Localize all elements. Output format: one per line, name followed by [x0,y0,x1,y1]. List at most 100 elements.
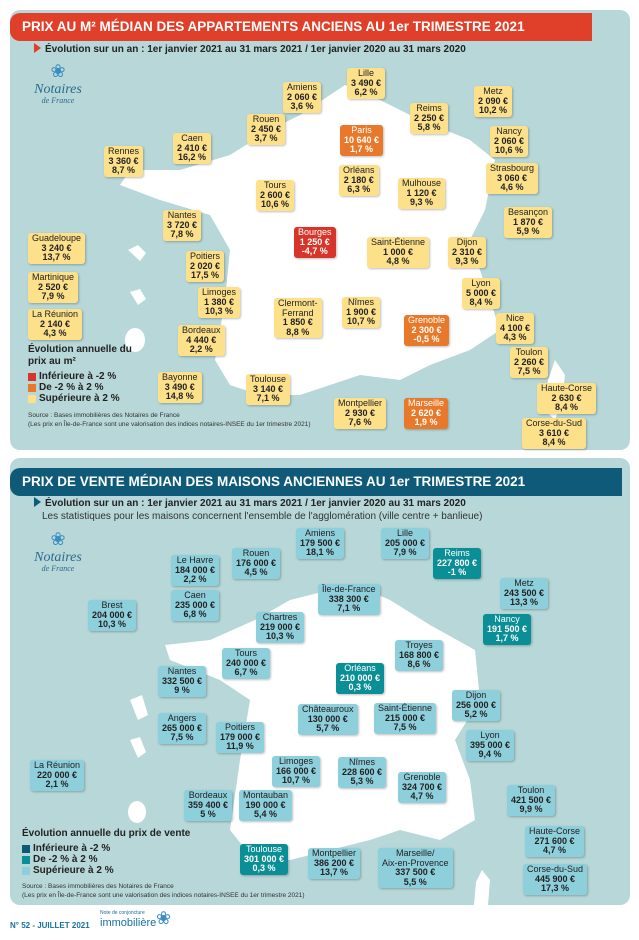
city-price: 2 250 € [414,112,445,123]
city-name: Besançon [508,207,549,217]
city-name: Dijon [456,237,478,247]
city-price: 395 000 € [470,739,511,750]
city-name: Limoges [279,756,314,766]
city-name: Poitiers [190,251,221,261]
city-price: 179 500 € [300,537,341,548]
apartments-title: PRIX AU M² MÉDIAN DES APPARTEMENTS ANCIE… [10,13,592,41]
city-callout: Montauban 190 000 €5,4 % [239,790,293,821]
city-callout: Lille 205 000 €7,9 % [381,528,430,559]
city-callout: Angers 265 000 €7,5 % [158,713,207,744]
city-name: Lyon [480,730,500,740]
city-name: Nice [506,313,525,323]
legend-item-low: Inférieure à -2 % [22,843,190,854]
city-callout: Poitiers 179 000 €11,9 % [216,722,265,753]
city-price: 5 000 € [466,287,497,298]
city-name: Toulouse [250,374,287,384]
city-name: Nancy [496,126,522,136]
source-text: Source : Bases immobilières des Notaires… [28,412,180,419]
city-name: Lille [358,68,375,78]
city-name: Saint-Étienne [378,703,433,713]
city-name: Clermont- Ferrand [278,298,318,318]
city-name: Toulouse [246,844,283,854]
city-change: 5,4 % [254,809,278,819]
legend-label: Inférieure à -2 % [33,843,111,854]
city-callout: Montpellier 2 930 €7,6 % [334,398,387,429]
legend-item-mid: De -2 % à 2 % [22,854,190,865]
city-name: Strasbourg [490,163,535,173]
city-price: 2 630 € [551,392,582,403]
city-callout: Clermont- Ferrand 1 850 €8,8 % [274,298,322,338]
logo-brand: Notaires [34,81,82,97]
city-callout: Poitiers 2 020 €17,5 % [186,251,225,282]
city-callout: Nancy 191 500 €1,7 % [483,614,532,645]
city-name: Bordeaux [182,325,221,335]
notaires-logo-icon: ❀ [50,61,66,81]
city-change: 17,5 % [191,270,220,280]
city-name: Paris [351,125,372,135]
city-price: 184 000 € [175,564,216,575]
city-name: Tours [264,180,287,190]
note-text: (Les prix en Île-de-France sont une valo… [28,421,311,428]
city-name: Montauban [243,790,289,800]
city-change: 18,1 % [306,547,335,557]
city-callout: Lille 3 490 €6,2 % [347,68,386,99]
legend-item-low: Inférieure à -2 % [28,371,138,382]
legend-label: Supérieure à 2 % [33,865,114,876]
city-callout: Tours 2 600 €10,6 % [256,180,295,211]
city-price: 2 300 € [411,324,442,335]
city-callout: Rennes 3 360 €8,7 % [104,146,144,177]
city-callout: Marseille/ Aix-en-Provence 337 500 €5,5 % [378,848,453,888]
city-callout: Corse-du-Sud 3 610 €8,4 % [522,418,587,449]
city-price: 324 700 € [402,781,443,792]
city-name: La Réunion [34,760,81,770]
city-name: Bayonne [162,372,198,382]
city-callout: Nantes 332 500 €9 % [158,666,207,697]
city-price: 4 440 € [186,334,217,345]
city-change: 5,8 % [417,122,441,132]
city-price: 210 000 € [340,672,381,683]
city-name: Grenoble [408,315,446,325]
city-callout: Corse-du-Sud 445 900 €17,3 % [523,864,588,895]
city-change: 17,3 % [541,883,570,893]
city-name: Nantes [167,666,197,676]
city-callout: Rouen 176 000 €4,5 % [232,548,281,579]
city-price: 2 520 € [38,281,69,292]
city-callout: Montpellier 386 200 €13,7 % [308,848,361,879]
city-name: Bourges [298,227,332,237]
city-change: 10,2 % [479,105,508,115]
city-price: 168 800 € [399,649,440,660]
city-change: 5 % [200,809,216,819]
city-price: 2 450 € [251,123,282,134]
city-name: Grenoble [403,772,441,782]
city-change: 10,7 % [347,316,376,326]
city-price: 386 200 € [313,857,355,868]
city-callout: Grenoble 2 300 € -0,5 % [404,315,450,346]
city-callout: Lyon 5 000 €8,4 % [462,278,501,309]
city-callout: Grenoble 324 700 €4,7 % [398,772,447,803]
city-callout: La Réunion 220 000 €2,1 % [30,760,85,791]
city-price: 1 870 € [513,216,544,227]
arrow-icon [34,497,41,507]
city-change: 9,3 % [410,197,434,207]
legend-title: Évolution annuelle du prix au m² [28,344,132,367]
swatch [28,394,36,403]
city-callout: Nancy 2 060 €10,6 % [490,126,529,157]
city-price: 3 720 € [167,219,198,230]
city-callout: Reims 2 250 €5,8 % [410,103,449,134]
city-price: 2 600 € [260,189,291,200]
city-price: 1 380 € [204,296,235,307]
city-change: 16,2 % [178,152,207,162]
city-change: 8,6 % [407,659,431,669]
city-price: 2 020 € [190,260,221,271]
city-callout: Rouen 2 450 €3,7 % [247,114,286,145]
apartments-source: Source : Bases immobilières des Notaires… [28,411,311,429]
city-change: 8,4 % [469,297,493,307]
logo-sub: de France [41,564,75,574]
notaires-logo: ❀ Notaires de France [28,529,88,574]
city-change: 9,4 % [478,749,502,759]
houses-title: PRIX DE VENTE MÉDIAN DES MAISONS ANCIENN… [10,468,622,496]
city-name: Nantes [167,210,197,220]
city-change: 14,8 % [165,391,194,401]
city-change: 7,1 % [337,603,361,613]
city-change: 4,3 % [503,332,527,342]
